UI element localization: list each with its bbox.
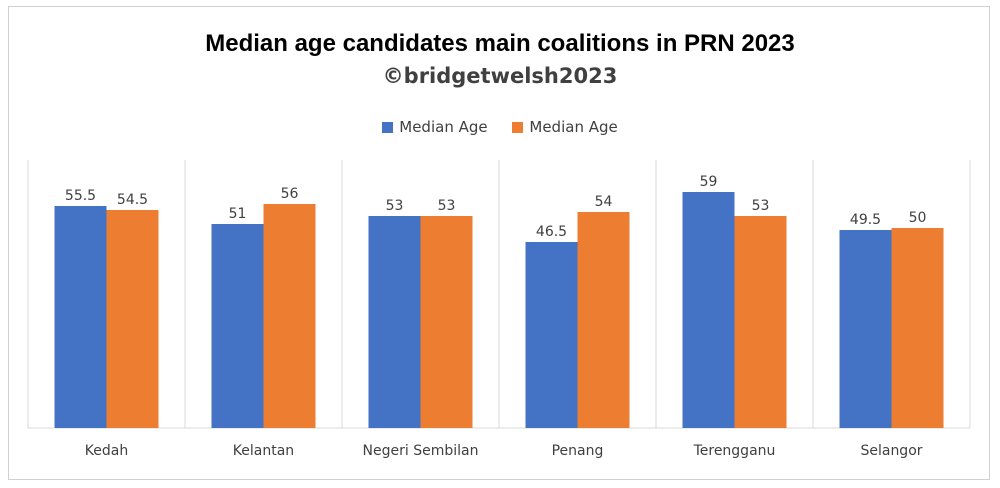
data-label-penang-series-2: 54	[595, 194, 613, 210]
legend-swatch-series-1	[382, 122, 394, 133]
data-label-kedah-series-2: 54.5	[117, 192, 148, 208]
chart-subtitle: ©bridgetwelsh2023	[382, 64, 618, 88]
bar-penang-series-1	[525, 242, 578, 428]
chart-title: Median age candidates main coalitions in…	[205, 30, 795, 57]
bar-kelantan-series-2	[263, 204, 316, 428]
data-label-negeri-sembilan-series-1: 53	[386, 198, 404, 214]
legend-label-series-1: Median Age	[399, 118, 488, 136]
data-label-kelantan-series-2: 56	[281, 186, 299, 202]
x-tick-label-selangor: Selangor	[860, 443, 922, 459]
chart-legend: Median Age Median Age	[0, 118, 1000, 136]
data-label-negeri-sembilan-series-2: 53	[438, 198, 456, 214]
bar-negeri-sembilan-series-1	[368, 216, 421, 428]
x-tick-label-terengganu: Terengganu	[693, 443, 776, 459]
x-tick-label-penang: Penang	[552, 443, 604, 459]
data-label-terengganu-series-1: 59	[700, 174, 718, 190]
bar-penang-series-2	[577, 212, 630, 428]
x-tick-label-kelantan: Kelantan	[233, 443, 294, 459]
data-label-kedah-series-1: 55.5	[65, 188, 96, 204]
data-label-penang-series-1: 46.5	[536, 224, 567, 240]
data-label-selangor-series-2: 50	[909, 210, 927, 226]
bar-negeri-sembilan-series-2	[420, 216, 473, 428]
data-label-terengganu-series-2: 53	[752, 198, 770, 214]
legend-label-series-2: Median Age	[529, 118, 618, 136]
data-label-selangor-series-1: 49.5	[850, 212, 881, 228]
bar-selangor-series-2	[891, 228, 944, 428]
bar-kedah-series-2	[106, 210, 159, 428]
bar-terengganu-series-2	[734, 216, 787, 428]
x-tick-label-kedah: Kedah	[85, 443, 128, 459]
data-label-kelantan-series-1: 51	[229, 206, 247, 222]
legend-item-series-1: Median Age	[382, 118, 488, 136]
x-tick-label-negeri-sembilan: Negeri Sembilan	[363, 443, 479, 459]
legend-swatch-series-2	[512, 122, 524, 133]
bar-kelantan-series-1	[211, 224, 264, 428]
bar-terengganu-series-1	[682, 192, 735, 428]
bar-selangor-series-1	[839, 230, 892, 428]
legend-item-series-2: Median Age	[512, 118, 618, 136]
bar-kedah-series-1	[54, 206, 107, 428]
